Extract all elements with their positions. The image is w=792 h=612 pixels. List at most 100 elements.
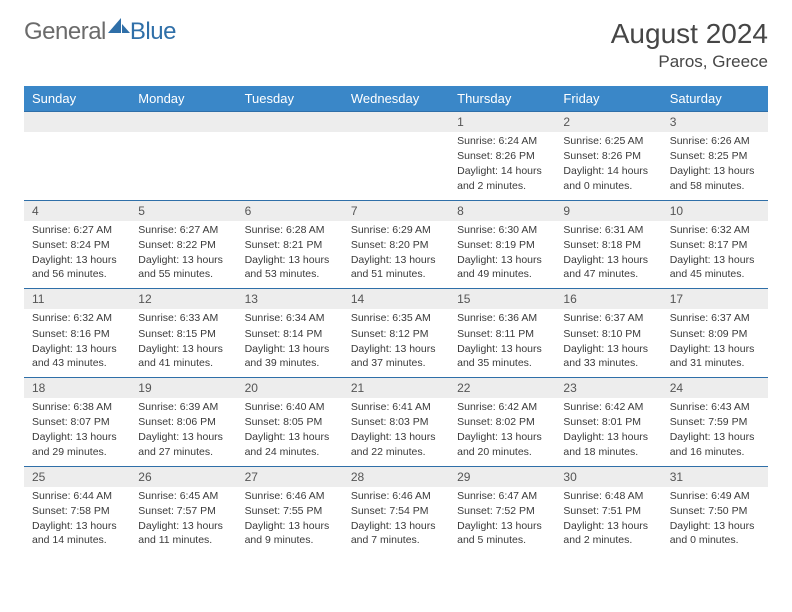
day-details: Sunrise: 6:30 AMSunset: 8:19 PMDaylight:…: [449, 221, 555, 289]
sunset-line: Sunset: 7:54 PM: [351, 504, 441, 518]
sunset-line: Sunset: 8:14 PM: [245, 327, 335, 341]
day-cell-number: [130, 112, 236, 133]
day-cell-number: 11: [24, 289, 130, 310]
sunset-line: Sunset: 8:10 PM: [563, 327, 653, 341]
day-details: [237, 132, 343, 190]
day-cell-details: Sunrise: 6:37 AMSunset: 8:09 PMDaylight:…: [662, 309, 768, 377]
daylight-line: Daylight: 14 hours and 2 minutes.: [457, 164, 547, 192]
weekday-header: Thursday: [449, 86, 555, 112]
day-cell-details: Sunrise: 6:42 AMSunset: 8:02 PMDaylight:…: [449, 398, 555, 466]
day-details: [343, 132, 449, 190]
day-number: 17: [662, 289, 768, 309]
day-cell-details: Sunrise: 6:30 AMSunset: 8:19 PMDaylight:…: [449, 221, 555, 289]
day-number: 19: [130, 378, 236, 398]
day-cell-number: 22: [449, 378, 555, 399]
day-cell-details: [343, 132, 449, 200]
day-details: Sunrise: 6:35 AMSunset: 8:12 PMDaylight:…: [343, 309, 449, 377]
day-cell-details: Sunrise: 6:33 AM Sunset: 8:15 PMDaylight:…: [130, 309, 236, 377]
sunrise-line: Sunrise: 6:33 AM: [138, 311, 228, 325]
daylight-line: Daylight: 13 hours and 53 minutes.: [245, 253, 335, 281]
weekday-header: Monday: [130, 86, 236, 112]
day-details: Sunrise: 6:24 AMSunset: 8:26 PMDaylight:…: [449, 132, 555, 200]
brand-logo: General Blue: [24, 18, 176, 46]
sunrise-line: Sunrise: 6:42 AM: [457, 400, 547, 414]
day-number: [237, 112, 343, 130]
day-cell-number: 23: [555, 378, 661, 399]
day-details: Sunrise: 6:34 AMSunset: 8:14 PMDaylight:…: [237, 309, 343, 377]
day-number: 1: [449, 112, 555, 132]
day-details: [24, 132, 130, 190]
day-number: 27: [237, 467, 343, 487]
brand-name-b: Blue: [130, 18, 176, 46]
sunrise-line: Sunrise: 6:32 AM: [670, 223, 760, 237]
sunrise-line: Sunrise: 6:49 AM: [670, 489, 760, 503]
day-cell-details: Sunrise: 6:48 AMSunset: 7:51 PMDaylight:…: [555, 487, 661, 555]
sunrise-line: Sunrise: 6:44 AM: [32, 489, 122, 503]
day-cell-number: 2: [555, 112, 661, 133]
day-cell-number: 27: [237, 466, 343, 487]
day-cell-number: 7: [343, 200, 449, 221]
daylight-line: Daylight: 13 hours and 9 minutes.: [245, 519, 335, 547]
day-details: Sunrise: 6:28 AMSunset: 8:21 PMDaylight:…: [237, 221, 343, 289]
daylight-line: Daylight: 13 hours and 39 minutes.: [245, 342, 335, 370]
day-cell-details: Sunrise: 6:44 AMSunset: 7:58 PMDaylight:…: [24, 487, 130, 555]
day-number: [343, 112, 449, 130]
sunrise-line: Sunrise: 6:41 AM: [351, 400, 441, 414]
day-number: 31: [662, 467, 768, 487]
sunset-line: Sunset: 8:19 PM: [457, 238, 547, 252]
day-details: Sunrise: 6:25 AMSunset: 8:26 PMDaylight:…: [555, 132, 661, 200]
day-cell-details: Sunrise: 6:27 AMSunset: 8:22 PMDaylight:…: [130, 221, 236, 289]
sunrise-line: Sunrise: 6:45 AM: [138, 489, 228, 503]
day-cell-details: Sunrise: 6:27 AMSunset: 8:24 PMDaylight:…: [24, 221, 130, 289]
calendar-table: SundayMondayTuesdayWednesdayThursdayFrid…: [24, 86, 768, 554]
sunset-line: Sunset: 8:21 PM: [245, 238, 335, 252]
day-number: 4: [24, 201, 130, 221]
daylight-line: Daylight: 13 hours and 55 minutes.: [138, 253, 228, 281]
daylight-line: Daylight: 13 hours and 22 minutes.: [351, 430, 441, 458]
daylight-line: Daylight: 13 hours and 18 minutes.: [563, 430, 653, 458]
detail-row: Sunrise: 6:27 AMSunset: 8:24 PMDaylight:…: [24, 221, 768, 289]
day-details: Sunrise: 6:27 AMSunset: 8:24 PMDaylight:…: [24, 221, 130, 289]
day-details: Sunrise: 6:45 AMSunset: 7:57 PMDaylight:…: [130, 487, 236, 555]
day-cell-number: 24: [662, 378, 768, 399]
day-cell-details: Sunrise: 6:45 AMSunset: 7:57 PMDaylight:…: [130, 487, 236, 555]
day-number: 21: [343, 378, 449, 398]
sunrise-line: Sunrise: 6:37 AM: [563, 311, 653, 325]
detail-row: Sunrise: 6:44 AMSunset: 7:58 PMDaylight:…: [24, 487, 768, 555]
sunrise-line: Sunrise: 6:39 AM: [138, 400, 228, 414]
sunrise-line: Sunrise: 6:31 AM: [563, 223, 653, 237]
day-number: [24, 112, 130, 130]
daylight-line: Daylight: 13 hours and 7 minutes.: [351, 519, 441, 547]
day-cell-number: 25: [24, 466, 130, 487]
daylight-line: Daylight: 13 hours and 51 minutes.: [351, 253, 441, 281]
sunrise-line: Sunrise: 6:32 AM: [32, 311, 122, 325]
sunset-line: Sunset: 8:15 PM: [138, 327, 228, 341]
day-number: 13: [237, 289, 343, 309]
sunrise-line: Sunrise: 6:24 AM: [457, 134, 547, 148]
sunrise-line: Sunrise: 6:47 AM: [457, 489, 547, 503]
sunset-line: Sunset: 8:16 PM: [32, 327, 122, 341]
sunrise-line: Sunrise: 6:28 AM: [245, 223, 335, 237]
day-details: Sunrise: 6:46 AMSunset: 7:55 PMDaylight:…: [237, 487, 343, 555]
daylight-line: Daylight: 13 hours and 47 minutes.: [563, 253, 653, 281]
daylight-line: Daylight: 13 hours and 35 minutes.: [457, 342, 547, 370]
day-details: Sunrise: 6:38 AMSunset: 8:07 PMDaylight:…: [24, 398, 130, 466]
sunrise-line: Sunrise: 6:25 AM: [563, 134, 653, 148]
sunset-line: Sunset: 7:57 PM: [138, 504, 228, 518]
day-details: Sunrise: 6:37 AMSunset: 8:09 PMDaylight:…: [662, 309, 768, 377]
day-cell-details: Sunrise: 6:42 AMSunset: 8:01 PMDaylight:…: [555, 398, 661, 466]
daylight-line: Daylight: 13 hours and 41 minutes.: [138, 342, 228, 370]
sunrise-line: Sunrise: 6:26 AM: [670, 134, 760, 148]
day-cell-number: 1: [449, 112, 555, 133]
day-details: Sunrise: 6:27 AMSunset: 8:22 PMDaylight:…: [130, 221, 236, 289]
detail-row: Sunrise: 6:24 AMSunset: 8:26 PMDaylight:…: [24, 132, 768, 200]
day-cell-details: Sunrise: 6:39 AMSunset: 8:06 PMDaylight:…: [130, 398, 236, 466]
day-cell-details: Sunrise: 6:46 AMSunset: 7:55 PMDaylight:…: [237, 487, 343, 555]
weekday-header: Tuesday: [237, 86, 343, 112]
sunrise-line: Sunrise: 6:46 AM: [245, 489, 335, 503]
sunset-line: Sunset: 8:22 PM: [138, 238, 228, 252]
title-block: August 2024 Paros, Greece: [611, 18, 768, 72]
day-cell-number: 8: [449, 200, 555, 221]
daylight-line: Daylight: 13 hours and 20 minutes.: [457, 430, 547, 458]
day-cell-number: 3: [662, 112, 768, 133]
